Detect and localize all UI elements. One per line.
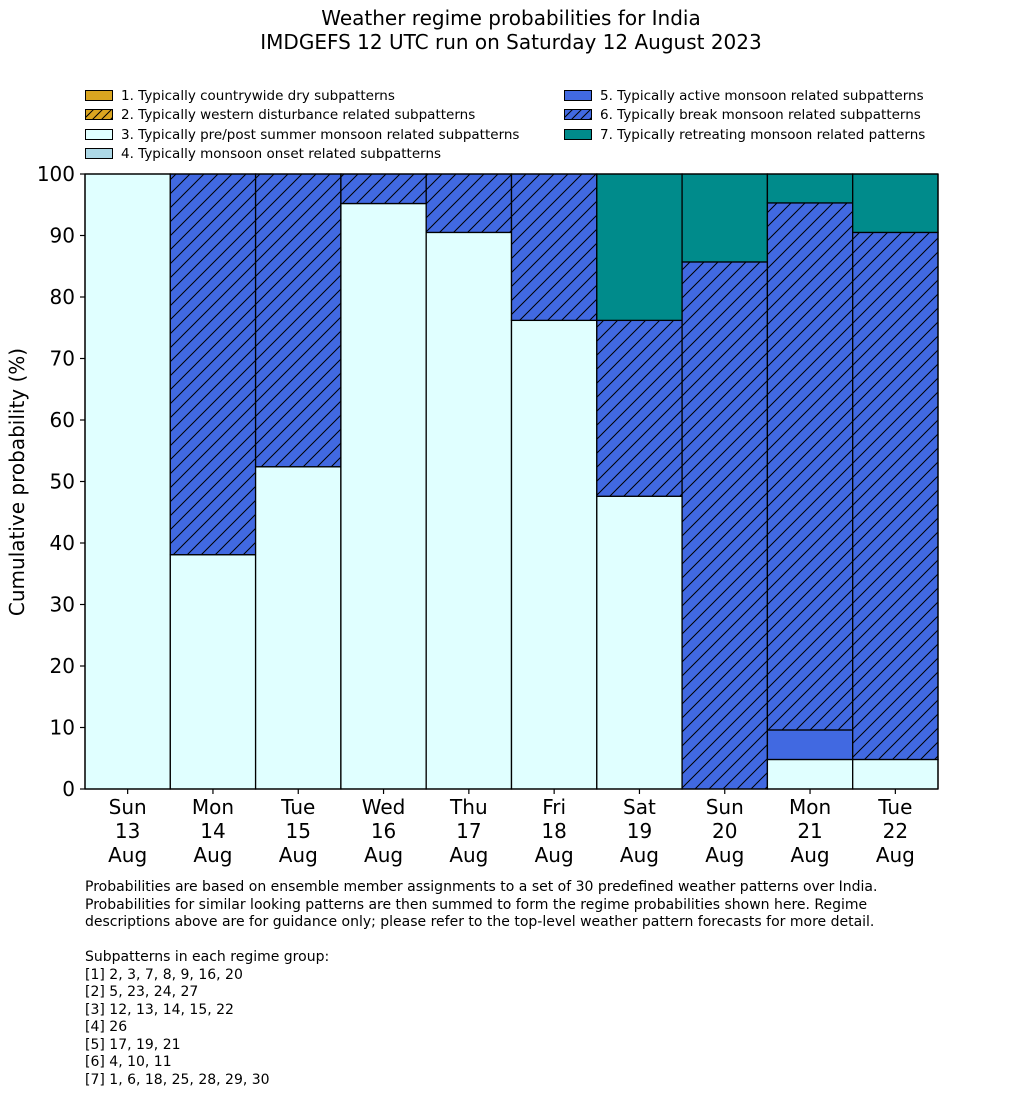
bar-10-segment-7 — [852, 173, 939, 234]
x-tick-label-7: Sat 19 Aug — [620, 795, 659, 867]
bar-7-segment-6 — [596, 319, 683, 497]
x-tick-label-2: Mon 14 Aug — [192, 795, 234, 867]
group-line-1: [1] 2, 3, 7, 8, 9, 16, 20 — [85, 966, 243, 983]
y-axis-label: Cumulative probability (%) — [5, 348, 29, 616]
y-tick-label-70: 70 — [50, 347, 75, 371]
bar-7-segment-3 — [596, 495, 683, 790]
x-tick-label-1: Sun 13 Aug — [108, 795, 147, 867]
bar-9-segment-5 — [766, 729, 854, 761]
bar-1-segment-3 — [84, 173, 171, 790]
group-line-6: [6] 4, 10, 11 — [85, 1054, 172, 1070]
x-tick-label-6: Fri 18 Aug — [535, 795, 574, 867]
x-tick-label-8: Sun 20 Aug — [705, 795, 744, 867]
bar-5-segment-6 — [425, 173, 513, 234]
bar-8-segment-7 — [681, 173, 769, 263]
x-tick-label-10: Tue 22 Aug — [876, 795, 915, 867]
note-line-2: Probabilities for similar looking patter… — [85, 896, 868, 913]
x-tick-label-9: Mon 21 Aug — [789, 795, 831, 867]
footnotes: Probabilities are based on ensemble memb… — [85, 879, 877, 1089]
bar-6-segment-3 — [510, 319, 598, 790]
y-tick-label-40: 40 — [50, 531, 75, 555]
bars-layer — [84, 173, 939, 790]
y-tick-label-30: 30 — [50, 593, 75, 617]
bar-10-segment-3 — [852, 758, 939, 790]
bar-7-segment-7 — [596, 173, 683, 322]
note-line-3: descriptions above are for guidance only… — [85, 914, 875, 930]
group-line-5: [5] 17, 19, 21 — [85, 1036, 181, 1053]
y-tick-label-20: 20 — [50, 654, 75, 678]
bar-8-segment-6 — [681, 261, 769, 790]
chart-title-line-2: IMDGEFS 12 UTC run on Saturday 12 August… — [260, 30, 762, 54]
y-tick-label-0: 0 — [62, 777, 75, 801]
group-line-2: [2] 5, 23, 24, 27 — [85, 984, 199, 1000]
y-tick-label-100: 100 — [37, 162, 75, 186]
y-tick-label-50: 50 — [50, 470, 75, 494]
bar-6-segment-6 — [510, 173, 598, 322]
y-tick-label-10: 10 — [50, 716, 75, 740]
bar-9-segment-3 — [766, 758, 854, 790]
x-tick-label-3: Tue 15 Aug — [279, 795, 318, 867]
x-tick-label-5: Thu 17 Aug — [449, 795, 488, 867]
bar-4-segment-6 — [340, 173, 427, 205]
y-tick-label-80: 80 — [50, 285, 75, 309]
bar-2-segment-6 — [169, 173, 257, 556]
bar-2-segment-3 — [169, 554, 257, 790]
bar-3-segment-3 — [254, 466, 342, 790]
x-tick-label-4: Wed 16 Aug — [362, 795, 406, 867]
group-line-7: [7] 1, 6, 18, 25, 28, 29, 30 — [85, 1071, 270, 1088]
group-line-3: [3] 12, 13, 14, 15, 22 — [85, 1001, 234, 1018]
axes-layer: 0 10 20 30 40 50 60 70 80 90 100 Sun 13 Aug Mon 14 Aug Tu… — [37, 162, 939, 867]
group-line-4: [4] 26 — [85, 1019, 128, 1035]
bar-10-segment-6 — [852, 231, 939, 761]
stacked-bar-chart: 0 10 20 30 40 50 60 70 80 90 100 Sun 13 Aug Mon 14 Aug Tu… — [5, 162, 939, 867]
y-tick-label-60: 60 — [50, 408, 75, 432]
note-line-1: Probabilities are based on ensemble memb… — [85, 879, 878, 895]
bar-9-segment-6 — [766, 202, 854, 731]
bar-4-segment-3 — [340, 202, 427, 790]
bar-9-segment-7 — [766, 173, 854, 204]
chart-title: Weather regime probabilities for India I… — [0, 6, 1022, 54]
chart-title-line-1: Weather regime probabilities for India — [321, 6, 701, 30]
y-tick-label-90: 90 — [50, 224, 75, 248]
bar-5-segment-3 — [425, 231, 513, 790]
bar-3-segment-6 — [254, 173, 342, 468]
groups-heading: Subpatterns in each regime group: — [85, 949, 330, 965]
